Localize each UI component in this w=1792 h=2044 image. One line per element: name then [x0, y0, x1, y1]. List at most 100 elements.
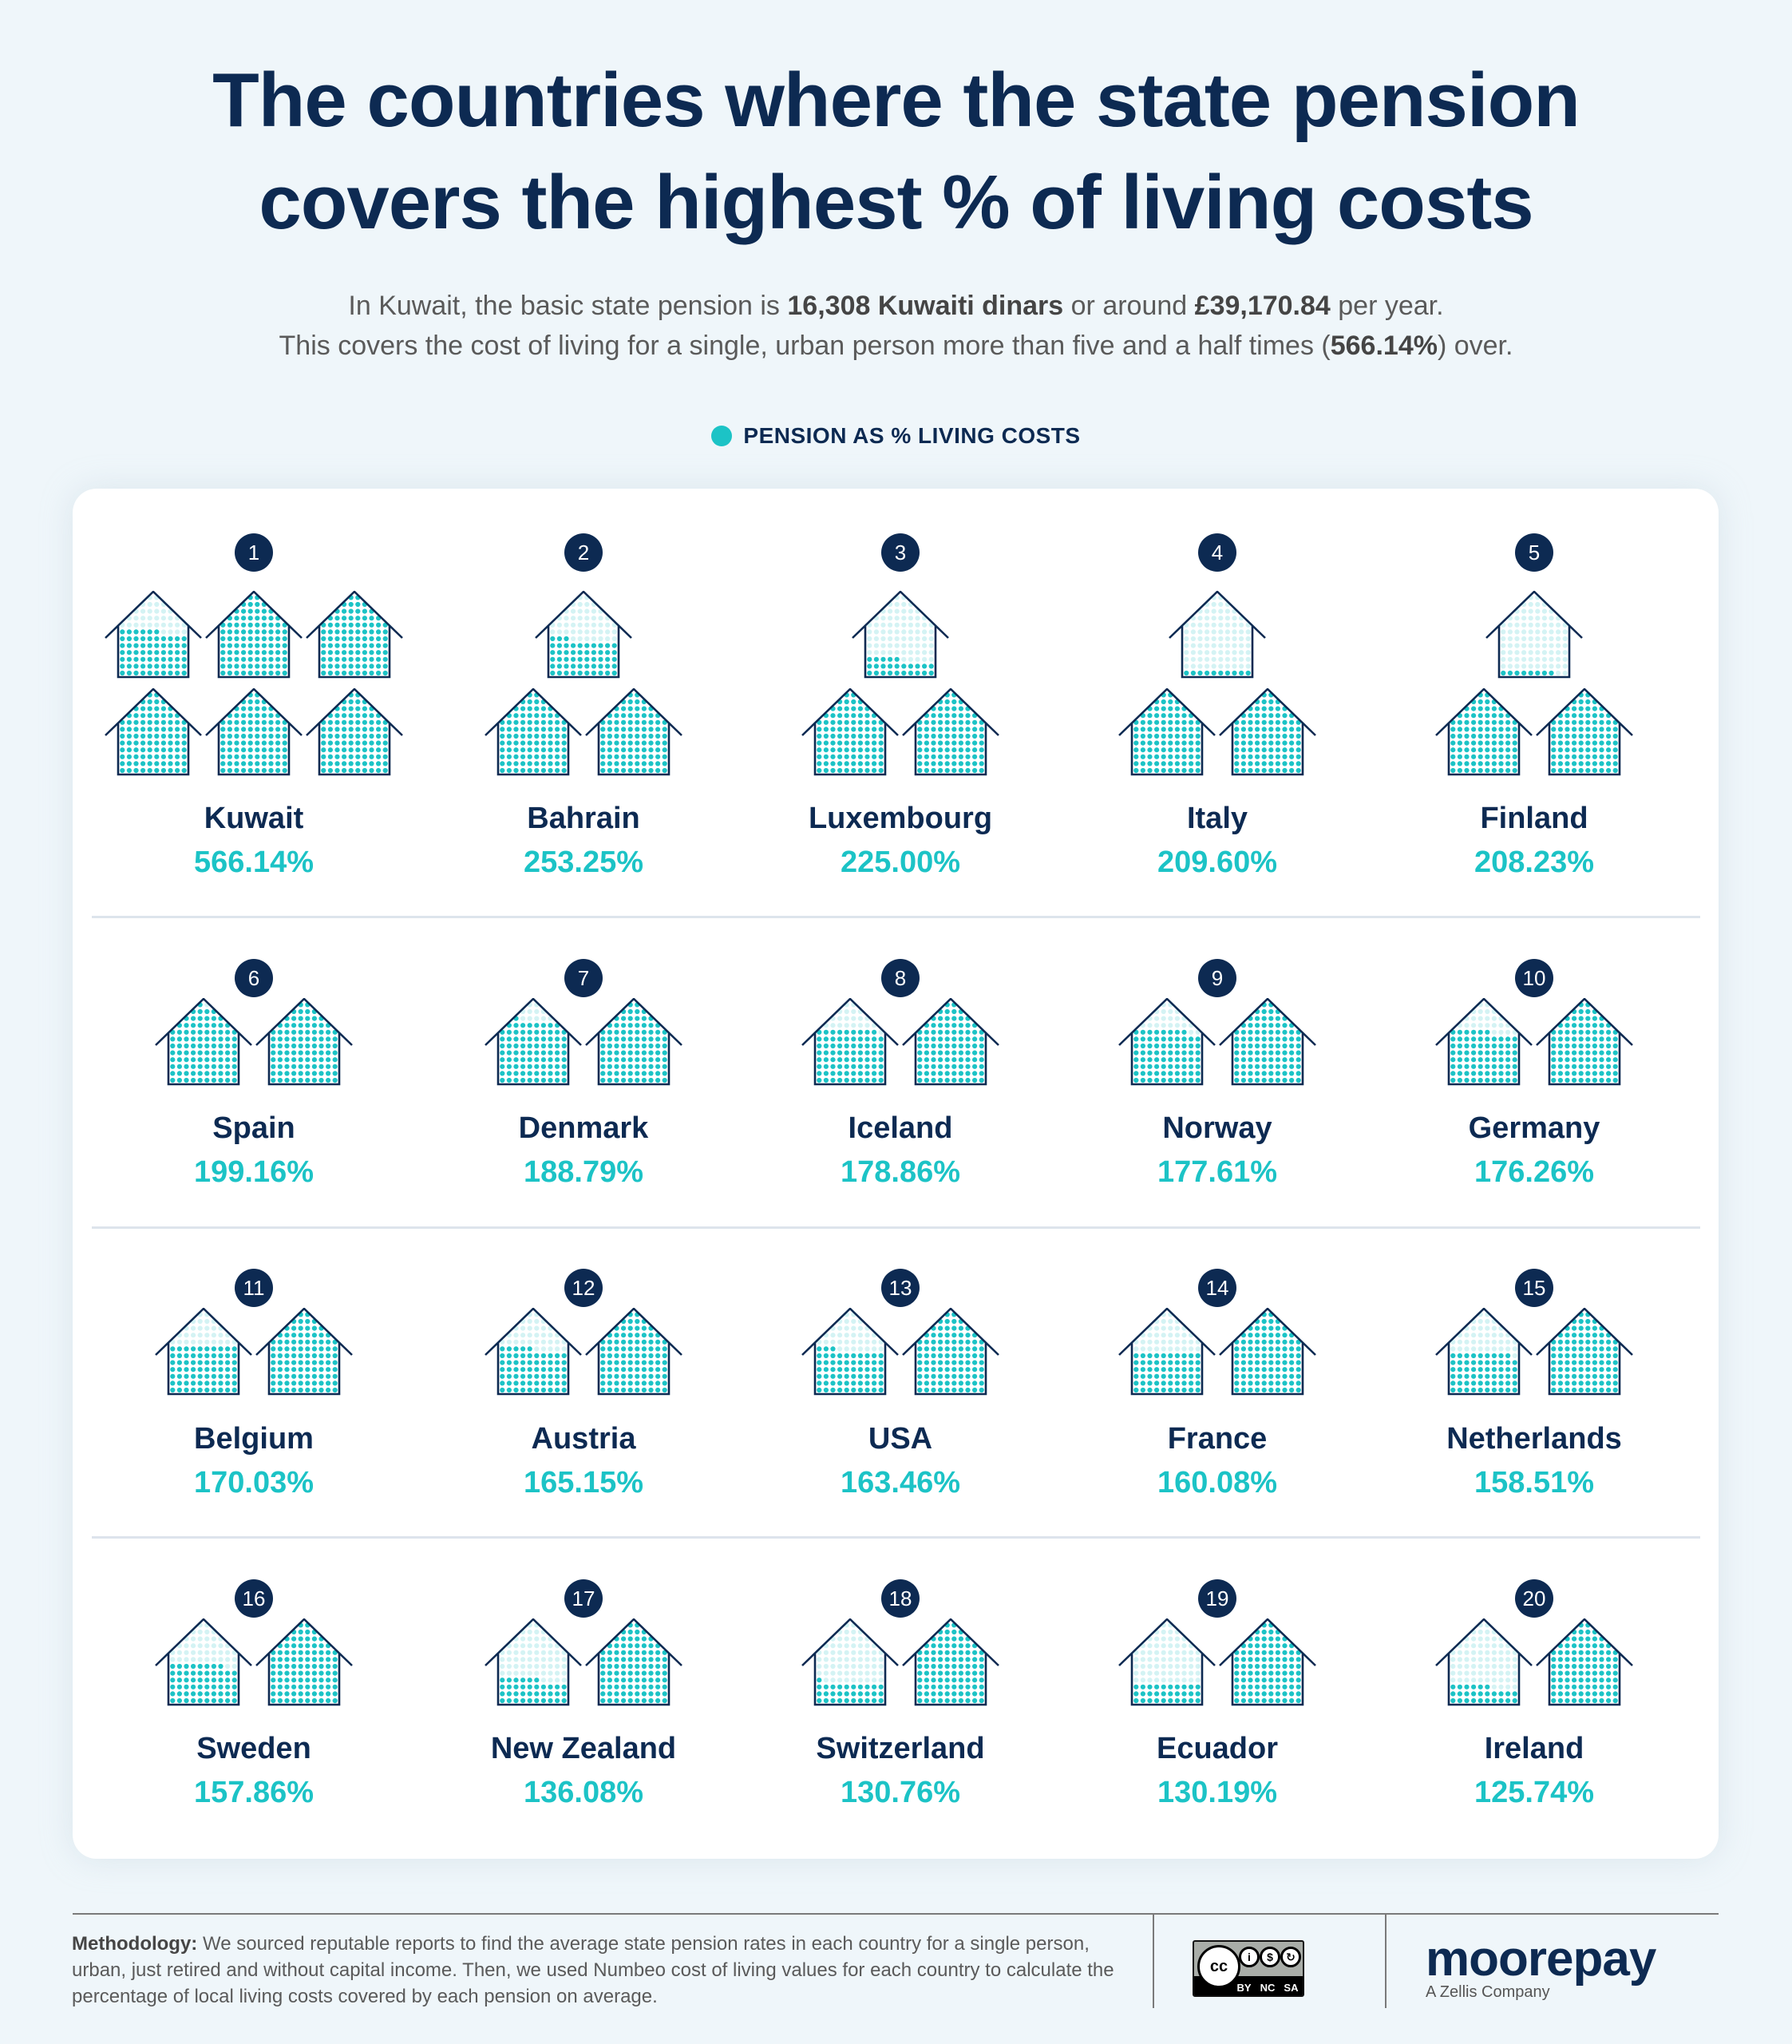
house-full-icon — [585, 687, 682, 780]
house-partial-icon — [1485, 590, 1583, 683]
country-name: Norway — [1162, 1111, 1272, 1145]
rank-badge: 2 — [564, 533, 603, 572]
subtitle-line-1: In Kuwait, the basic state pension is 16… — [0, 286, 1792, 326]
country-name: New Zealand — [490, 1732, 677, 1765]
house-partial-icon — [801, 1307, 899, 1400]
house-partial-icon — [155, 997, 252, 1090]
license-by: BY — [1236, 1982, 1252, 1994]
rank-badge: 8 — [881, 959, 920, 997]
pension-amount-gbp: £39,170.84 — [1194, 291, 1331, 321]
house-full-icon — [902, 1618, 999, 1710]
rank-badge: 17 — [564, 1579, 603, 1618]
country-percentage: 253.25% — [523, 846, 643, 879]
legend-label: PENSION AS % LIVING COSTS — [743, 423, 1081, 448]
house-full-icon — [902, 687, 999, 780]
legend-dot-icon — [711, 426, 733, 446]
row-divider — [92, 1226, 1700, 1229]
country-percentage: 199.16% — [193, 1155, 314, 1189]
house-full-icon — [1536, 997, 1633, 1090]
moorepay-logo: moorepay — [1426, 1931, 1656, 1987]
country-name: France — [1167, 1422, 1268, 1456]
house-full-icon — [1536, 1618, 1633, 1710]
house-full-icon — [1219, 997, 1316, 1090]
house-partial-icon — [485, 1307, 582, 1400]
country-name: USA — [868, 1422, 933, 1456]
kuwait-percentage: 566.14% — [1330, 331, 1438, 361]
country-name: Denmark — [518, 1111, 649, 1145]
country-percentage: 158.51% — [1474, 1466, 1594, 1499]
country-percentage: 176.26% — [1474, 1155, 1594, 1189]
country-percentage: 157.86% — [193, 1776, 314, 1809]
row-divider — [92, 1536, 1700, 1539]
country-name: Spain — [212, 1111, 295, 1145]
country-name: Belgium — [194, 1422, 314, 1456]
house-full-icon — [485, 687, 582, 780]
rank-badge: 5 — [1515, 533, 1553, 572]
rank-badge: 19 — [1198, 1579, 1236, 1618]
house-partial-icon — [485, 997, 582, 1090]
pension-amount-kwd: 16,308 Kuwaiti dinars — [787, 291, 1064, 321]
house-full-icon — [255, 1618, 353, 1710]
subtitle-text: This covers the cost of living for a sin… — [279, 331, 1331, 361]
country-name: Finland — [1480, 802, 1588, 835]
country-name: Italy — [1186, 802, 1248, 835]
creative-commons-license-badge: cc i $ ↻ BY NC SA — [1193, 1940, 1304, 1997]
house-full-icon — [306, 687, 403, 780]
rank-badge: 14 — [1198, 1269, 1236, 1307]
house-full-icon — [306, 590, 403, 683]
house-full-icon — [585, 1618, 682, 1710]
house-partial-icon — [801, 1618, 899, 1710]
country-name: Ecuador — [1156, 1732, 1279, 1765]
rank-badge: 6 — [235, 959, 273, 997]
rank-badge: 7 — [564, 959, 603, 997]
house-partial-icon — [155, 1307, 252, 1400]
subtitle-line-2: This covers the cost of living for a sin… — [0, 326, 1792, 366]
house-full-icon — [902, 1307, 999, 1400]
country-name: Luxembourg — [808, 802, 993, 835]
title-line-2: covers the highest % of living costs — [259, 160, 1533, 245]
methodology: Methodology: We sourced reputable report… — [72, 1931, 1133, 2010]
subtitle-text: In Kuwait, the basic state pension is — [348, 291, 788, 321]
rank-badge: 4 — [1198, 533, 1236, 572]
house-full-icon — [585, 1307, 682, 1400]
rank-badge: 11 — [235, 1269, 273, 1307]
country-name: Ireland — [1484, 1732, 1584, 1765]
house-full-icon — [255, 997, 353, 1090]
share-alike-icon: ↻ — [1280, 1947, 1301, 1967]
house-full-icon — [1118, 687, 1216, 780]
rank-badge: 3 — [881, 533, 920, 572]
country-name: Iceland — [848, 1111, 953, 1145]
country-percentage: 130.19% — [1157, 1776, 1277, 1809]
subtitle-text: per year. — [1330, 291, 1444, 321]
country-name: Bahrain — [527, 802, 640, 835]
country-percentage: 188.79% — [523, 1155, 643, 1189]
subtitle: In Kuwait, the basic state pension is 16… — [0, 286, 1792, 366]
house-full-icon — [1536, 687, 1633, 780]
rank-badge: 16 — [235, 1579, 273, 1618]
rank-badge: 18 — [881, 1579, 920, 1618]
country-percentage: 160.08% — [1157, 1466, 1277, 1499]
house-full-icon — [205, 687, 303, 780]
house-partial-icon — [1118, 1618, 1216, 1710]
house-full-icon — [1219, 687, 1316, 780]
house-partial-icon — [1118, 997, 1216, 1090]
page-title: The countries where the state pension co… — [0, 50, 1792, 254]
subtitle-text: or around — [1063, 291, 1195, 321]
rank-badge: 15 — [1515, 1269, 1553, 1307]
house-full-icon — [105, 687, 202, 780]
rank-badge: 1 — [235, 533, 273, 572]
country-percentage: 163.46% — [840, 1466, 960, 1499]
license-sa: SA — [1284, 1982, 1299, 1994]
non-commercial-dollar-icon: $ — [1260, 1947, 1280, 1967]
house-partial-icon — [801, 997, 899, 1090]
rank-badge: 12 — [564, 1269, 603, 1307]
cc-icon: cc — [1197, 1945, 1240, 1988]
footer-divider — [73, 1913, 1719, 1915]
subtitle-text: ) over. — [1437, 331, 1513, 361]
house-full-icon — [1219, 1618, 1316, 1710]
house-partial-icon — [485, 1618, 582, 1710]
house-partial-icon — [105, 590, 202, 683]
country-name: Kuwait — [204, 802, 304, 835]
methodology-label: Methodology: — [72, 1933, 198, 1955]
rank-badge: 13 — [881, 1269, 920, 1307]
